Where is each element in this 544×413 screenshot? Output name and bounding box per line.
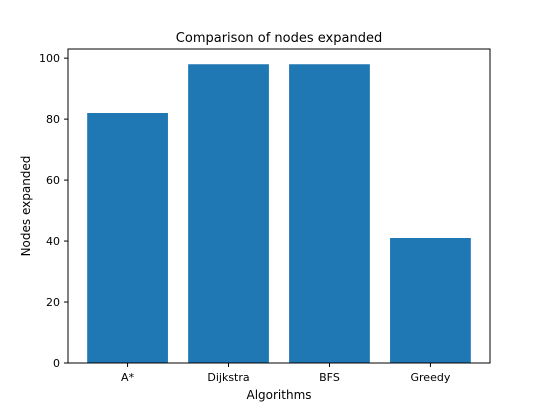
x-tick-label: Greedy <box>411 371 451 384</box>
y-axis-label: Nodes expanded <box>19 156 33 257</box>
x-tick-label: A* <box>121 371 135 384</box>
bar-bfs <box>289 64 370 363</box>
x-tick-label: BFS <box>319 371 340 384</box>
y-tick-label: 100 <box>39 52 60 65</box>
bar-a <box>87 113 168 363</box>
bar-dijkstra <box>188 64 269 363</box>
chart-title: Comparison of nodes expanded <box>176 31 382 46</box>
y-tick-label: 40 <box>46 235 60 248</box>
x-axis-label: Algorithms <box>246 388 311 402</box>
y-tick-label: 80 <box>46 113 60 126</box>
y-tick-label: 0 <box>53 357 60 370</box>
y-tick-label: 60 <box>46 174 60 187</box>
bar-greedy <box>390 238 471 363</box>
x-tick-label: Dijkstra <box>207 371 249 384</box>
y-tick-label: 20 <box>46 296 60 309</box>
